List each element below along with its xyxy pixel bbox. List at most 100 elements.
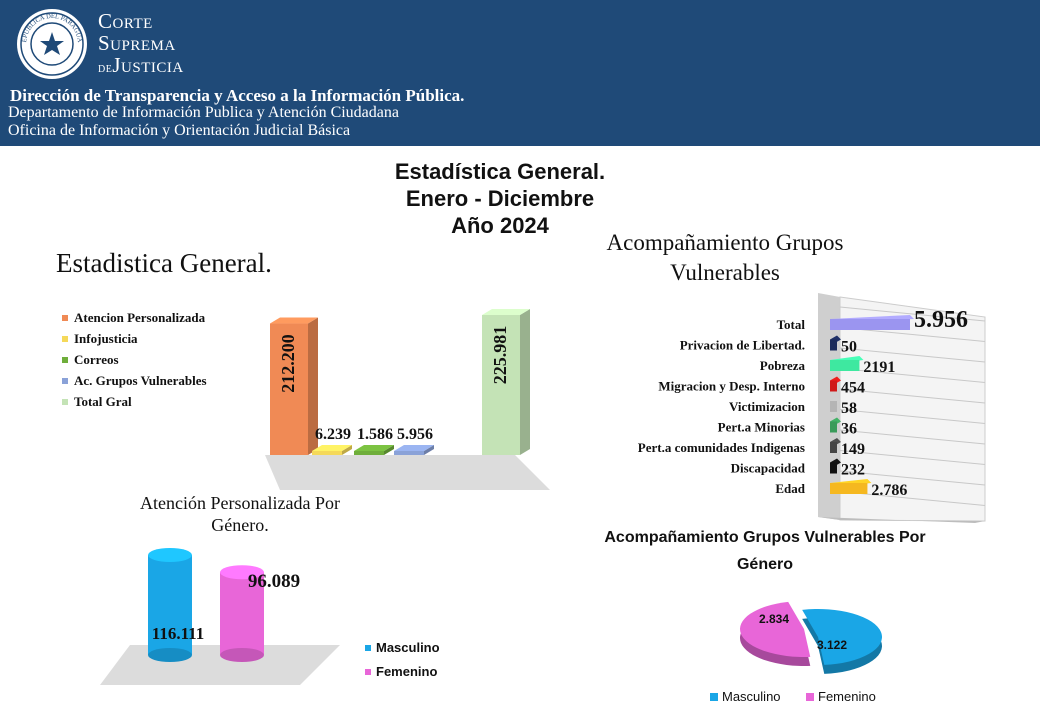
hbar-4 [830, 401, 837, 412]
bar-label-1: 6.239 [315, 426, 351, 443]
row-label-1: Privacion de Libertad. [680, 338, 805, 353]
bar-top-4 [482, 309, 530, 315]
bar-top-0 [270, 317, 318, 324]
legend-label-4: Total Gral [74, 394, 132, 409]
cylinder-base-0 [148, 648, 192, 662]
cylinder-top-0 [148, 548, 192, 562]
hbar-3 [830, 380, 837, 392]
legend-label-0: Masculino [722, 689, 781, 704]
gridline [839, 368, 986, 383]
hbar-label-8: 2.786 [871, 482, 907, 499]
bar-label-3: 5.956 [397, 426, 433, 443]
chart1-floor [265, 455, 550, 490]
hbar-7 [830, 462, 837, 474]
bar-top-2 [354, 445, 394, 451]
legend-label-0: Masculino [376, 640, 440, 655]
legend-swatch-1 [806, 693, 814, 701]
bar-side-0 [308, 317, 318, 455]
legend-label-3: Ac. Grupos Vulnerables [74, 373, 207, 388]
header-line2: Departamento de Información Publica y At… [8, 104, 399, 121]
row-label-2: Pobreza [760, 358, 806, 373]
bar-3 [394, 451, 424, 455]
legend-swatch-0 [62, 315, 68, 321]
legend-swatch-0 [365, 645, 371, 651]
chart-grupos-genero-pie: 2.834 3.122 Masculino Femenino [710, 601, 882, 704]
bar-0 [270, 323, 308, 455]
gridline [839, 470, 986, 486]
hbar-label-5: 36 [841, 421, 857, 438]
org-line1: Corte [98, 9, 153, 33]
main-title-line3: Año 2024 [451, 213, 549, 238]
chart2-floor [818, 517, 985, 523]
row-label-6: Pert.a comunidades Indigenas [638, 440, 805, 455]
gridline [839, 306, 986, 322]
hbar-8 [830, 483, 868, 494]
legend-label-1: Infojusticia [74, 331, 138, 346]
bar-4 [482, 315, 520, 455]
header-line3: Oficina de Información y Orientación Jud… [8, 122, 351, 139]
row-label-0: Total [777, 317, 806, 332]
legend-label-1: Femenino [376, 664, 437, 679]
cylinder-body-1 [220, 572, 264, 655]
row-label-5: Pert.a Minorias [718, 420, 805, 435]
main-title-line1: Estadística General. [394, 159, 606, 184]
hbar-label-3: 454 [841, 380, 865, 397]
org-line3: Justicia [112, 53, 184, 77]
hbar-label-1: 50 [841, 339, 857, 356]
gridline [839, 388, 986, 404]
chart2-title: Acompañamiento Grupos Vulnerables [606, 230, 844, 285]
chart-grupos-vulnerables: Total 5.956 Privacion de Libertad. 50 Pobrez… [638, 293, 986, 523]
chart1-title: Estadistica General. [56, 248, 272, 278]
chart3-title: Atención Personalizada Por Género. [140, 493, 340, 535]
bar-side-3 [424, 445, 434, 455]
bar-label-4: 225.981 [490, 326, 510, 385]
hbar-label-4: 58 [841, 400, 857, 417]
hbar-label-7: 232 [841, 462, 865, 479]
legend-swatch-0 [710, 693, 718, 701]
org-name: Corte Suprema deJusticia [98, 10, 184, 80]
org-line2: Suprema [98, 31, 176, 55]
hbar-5 [830, 421, 837, 433]
legend-swatch-1 [62, 336, 68, 342]
cylinder-body-0 [148, 555, 192, 655]
legend-label-1: Femenino [818, 689, 876, 704]
legend-swatch-4 [62, 399, 68, 405]
legend-swatch-3 [62, 378, 68, 384]
gridline [839, 429, 986, 445]
pie-label-masculino: 3.122 [817, 638, 847, 652]
hbar-label-0: 5.956 [914, 307, 968, 333]
bar-side-2 [384, 445, 394, 455]
row-label-4: Victimizacion [729, 399, 806, 414]
pie-slice-femenino [740, 601, 811, 657]
hbar-0 [830, 319, 910, 330]
chart4-title: Acompañamiento Grupos Vulnerables Por Gé… [604, 529, 926, 573]
cylinder-label-1: 96.089 [248, 571, 300, 592]
main-title: Estadística General. Enero - Diciembre A… [340, 158, 660, 239]
hbar-2 [830, 360, 860, 371]
legend-label-2: Correos [74, 352, 119, 367]
cylinder-label-0: 116.111 [152, 624, 204, 643]
hbar-6 [830, 442, 837, 453]
bar-label-2: 1.586 [357, 426, 393, 443]
pie-label-femenino: 2.834 [759, 612, 789, 626]
main-title-line2: Enero - Diciembre [405, 186, 595, 211]
row-label-3: Migracion y Desp. Interno [658, 379, 805, 394]
legend-swatch-1 [365, 669, 371, 675]
bar-top-3 [394, 445, 434, 451]
gridline [839, 450, 986, 465]
bar-side-1 [342, 445, 352, 455]
header-line1: Dirección de Transparencia y Acceso a la… [10, 86, 465, 105]
hbar-label-6: 149 [841, 441, 865, 458]
bar-side-4 [520, 309, 530, 455]
row-label-8: Edad [775, 481, 805, 496]
row-label-7: Discapacidad [731, 461, 806, 476]
bar-2 [354, 451, 384, 455]
cylinder-base-1 [220, 648, 264, 662]
legend-swatch-2 [62, 357, 68, 363]
bar-1 [312, 451, 342, 455]
cylinder-top-1 [220, 565, 264, 580]
hbar-label-2: 2191 [863, 359, 895, 376]
org-line3-prefix: de [98, 61, 113, 76]
pie-slice-masculino [802, 609, 882, 665]
bar-label-0: 212.200 [278, 334, 298, 393]
